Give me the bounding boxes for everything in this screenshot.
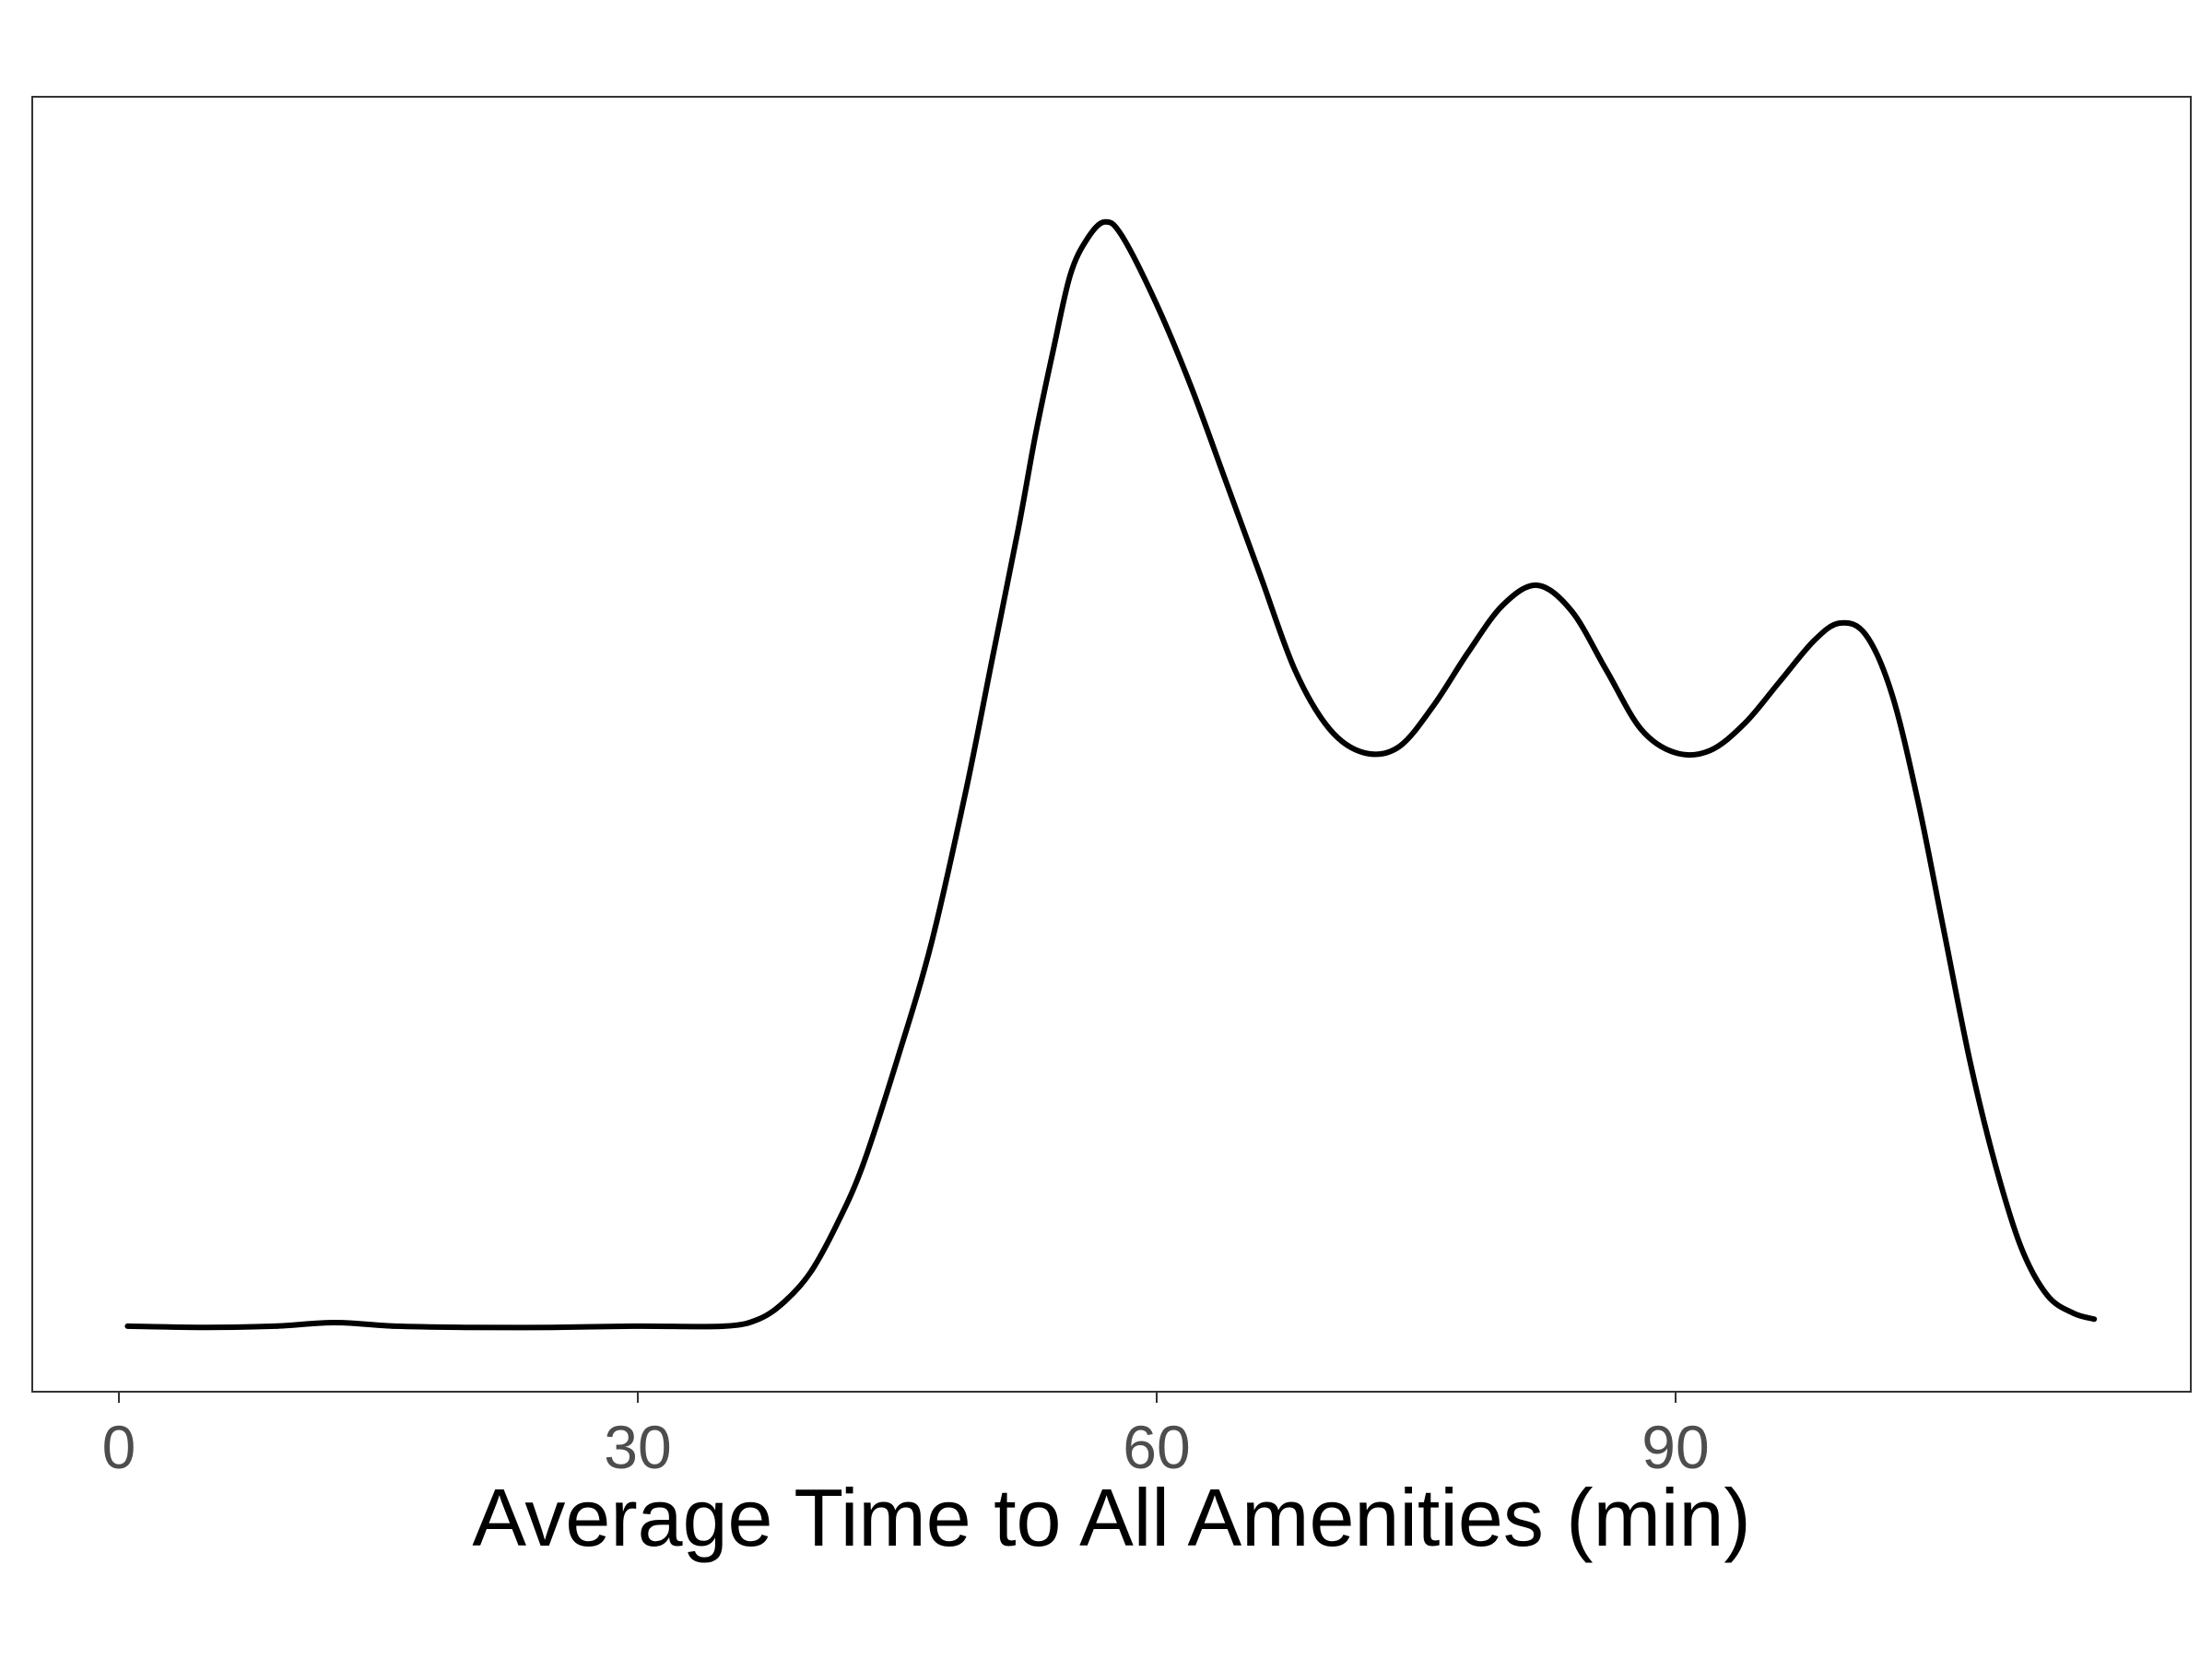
- x-tick-label: 0: [102, 1413, 136, 1481]
- x-tick-label: 60: [1123, 1413, 1190, 1481]
- x-tick-label: 30: [604, 1413, 671, 1481]
- panel-background: [32, 97, 2191, 1392]
- panel-border: [31, 96, 2192, 1393]
- x-axis-title: Average Time to All Amenities (min): [472, 1472, 1750, 1563]
- x-axis-ticks: 0 30 60 90: [102, 1392, 1710, 1481]
- density-curve: [124, 218, 2098, 1331]
- x-tick-label: 90: [1641, 1413, 1709, 1481]
